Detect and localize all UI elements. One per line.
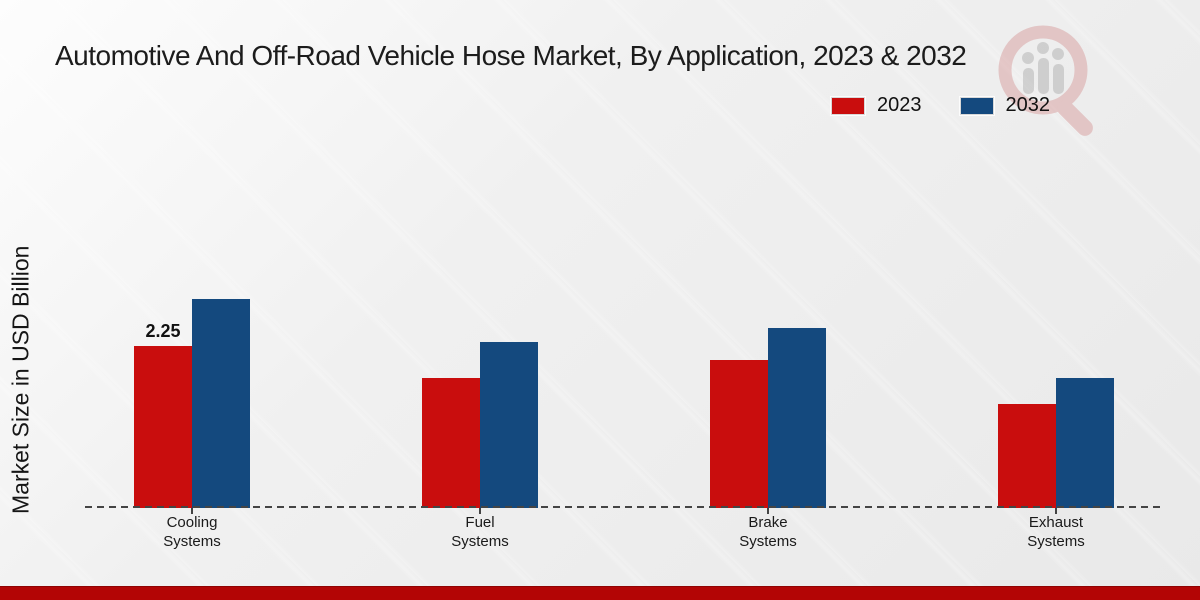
footer-accent-bar bbox=[0, 586, 1200, 600]
x-axis-baseline bbox=[85, 506, 1165, 508]
bar-2032-cooling-systems bbox=[192, 299, 250, 508]
x-tick-label-brake-systems: Brake Systems bbox=[739, 514, 797, 550]
x-tick-label-cooling-systems: Cooling Systems bbox=[163, 514, 221, 550]
bar-2032-brake-systems bbox=[768, 328, 826, 508]
chart-title: Automotive And Off-Road Vehicle Hose Mar… bbox=[55, 40, 967, 71]
x-axis-tick-exhaust-systems bbox=[1055, 508, 1057, 514]
legend-swatch-2032 bbox=[959, 96, 994, 115]
x-axis-tick-fuel-systems bbox=[479, 508, 481, 514]
x-tick-label-fuel-systems: Fuel Systems bbox=[451, 514, 509, 550]
bar-2023-fuel-systems bbox=[422, 378, 480, 508]
legend-item-2032: 2032 bbox=[959, 94, 1051, 117]
legend: 2023 2032 bbox=[831, 94, 1050, 117]
x-axis-tick-brake-systems bbox=[767, 508, 769, 514]
market-research-logo-watermark bbox=[998, 25, 1093, 136]
x-tick-label-exhaust-systems: Exhaust Systems bbox=[1027, 514, 1085, 550]
x-axis-tick-cooling-systems bbox=[191, 508, 193, 514]
bar-2032-fuel-systems bbox=[480, 342, 538, 508]
bar-value-label: 2.25 bbox=[145, 321, 181, 341]
bar-2023-cooling-systems bbox=[134, 346, 192, 508]
bar-2023-brake-systems bbox=[710, 360, 768, 508]
legend-label-2032: 2032 bbox=[1005, 94, 1051, 116]
legend-label-2023: 2023 bbox=[877, 94, 922, 116]
bar-2023-exhaust-systems bbox=[998, 404, 1056, 508]
legend-item-2023: 2023 bbox=[831, 94, 922, 117]
bar-2032-exhaust-systems bbox=[1056, 378, 1114, 508]
legend-swatch-2023 bbox=[831, 96, 865, 115]
